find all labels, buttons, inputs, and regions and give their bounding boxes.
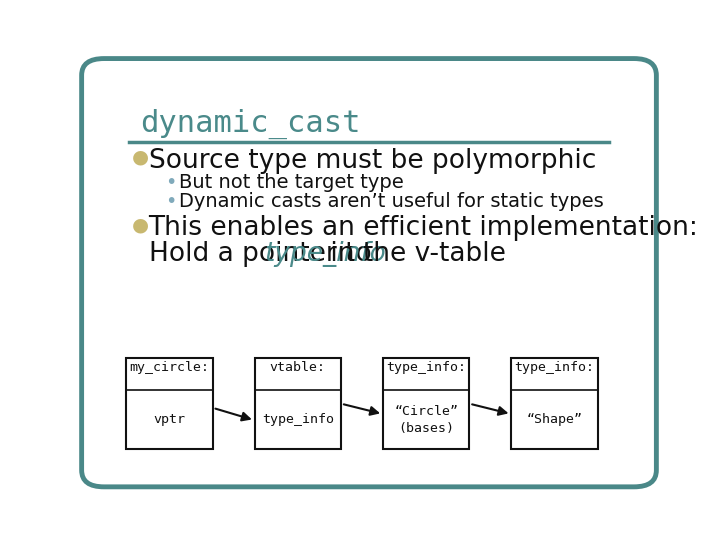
Text: Dynamic casts aren’t useful for static types: Dynamic casts aren’t useful for static t…: [179, 192, 604, 211]
FancyBboxPatch shape: [126, 358, 213, 449]
Text: dynamic_cast: dynamic_cast: [140, 109, 361, 139]
Text: ●: ●: [132, 215, 149, 234]
Text: “Shape”: “Shape”: [526, 413, 582, 426]
FancyBboxPatch shape: [511, 358, 598, 449]
Text: This enables an efficient implementation:: This enables an efficient implementation…: [148, 215, 698, 241]
Text: vtable:: vtable:: [270, 361, 326, 374]
Text: vptr: vptr: [153, 413, 186, 426]
Text: in the v-table: in the v-table: [322, 241, 505, 267]
Text: my_circle:: my_circle:: [130, 361, 210, 374]
Text: type_info: type_info: [264, 241, 386, 267]
Text: •: •: [166, 173, 176, 192]
Text: type_info:: type_info:: [515, 361, 595, 374]
Text: “Circle”
(bases): “Circle” (bases): [394, 404, 458, 435]
Text: But not the target type: But not the target type: [179, 173, 404, 192]
Text: Source type must be polymorphic: Source type must be polymorphic: [148, 148, 596, 174]
Text: Hold a pointer to: Hold a pointer to: [148, 241, 379, 267]
FancyBboxPatch shape: [383, 358, 469, 449]
FancyBboxPatch shape: [255, 358, 341, 449]
Text: •: •: [166, 192, 176, 211]
Text: type_info:: type_info:: [386, 361, 466, 374]
FancyBboxPatch shape: [81, 58, 657, 487]
Text: type_info: type_info: [262, 413, 334, 426]
Text: ●: ●: [132, 148, 149, 167]
